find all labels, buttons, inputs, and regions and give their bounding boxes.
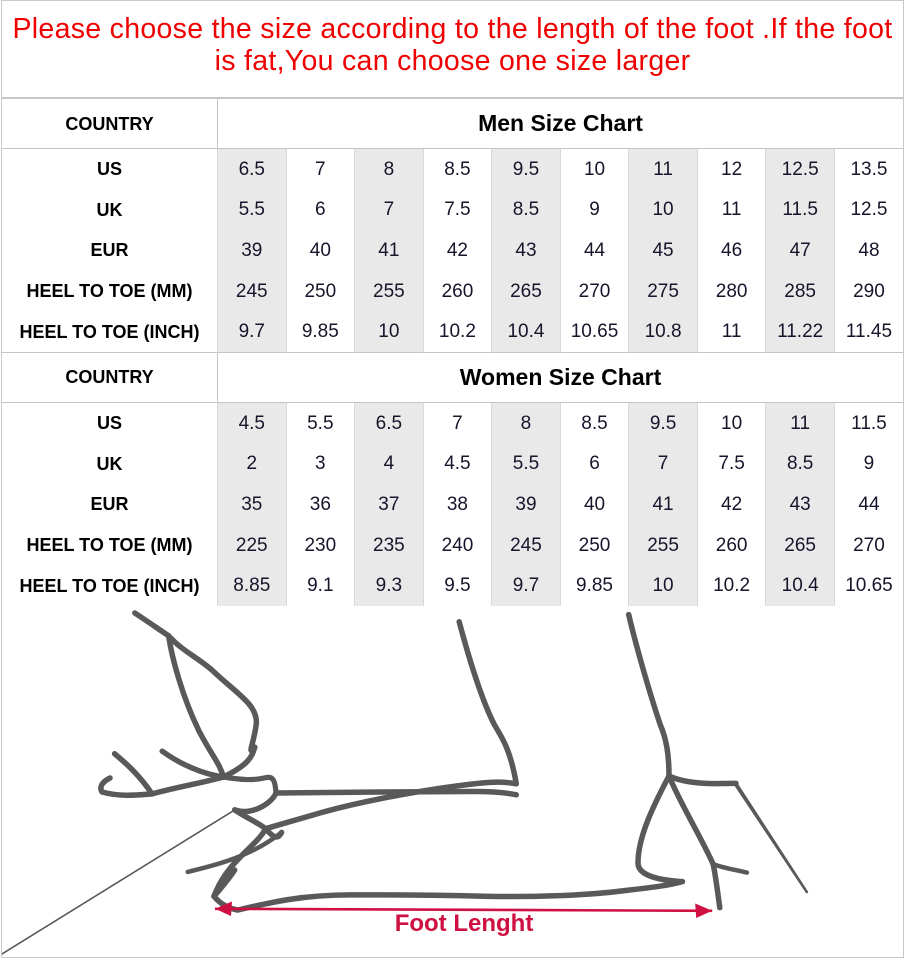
svg-text:Foot Lenght: Foot Lenght	[395, 910, 534, 937]
